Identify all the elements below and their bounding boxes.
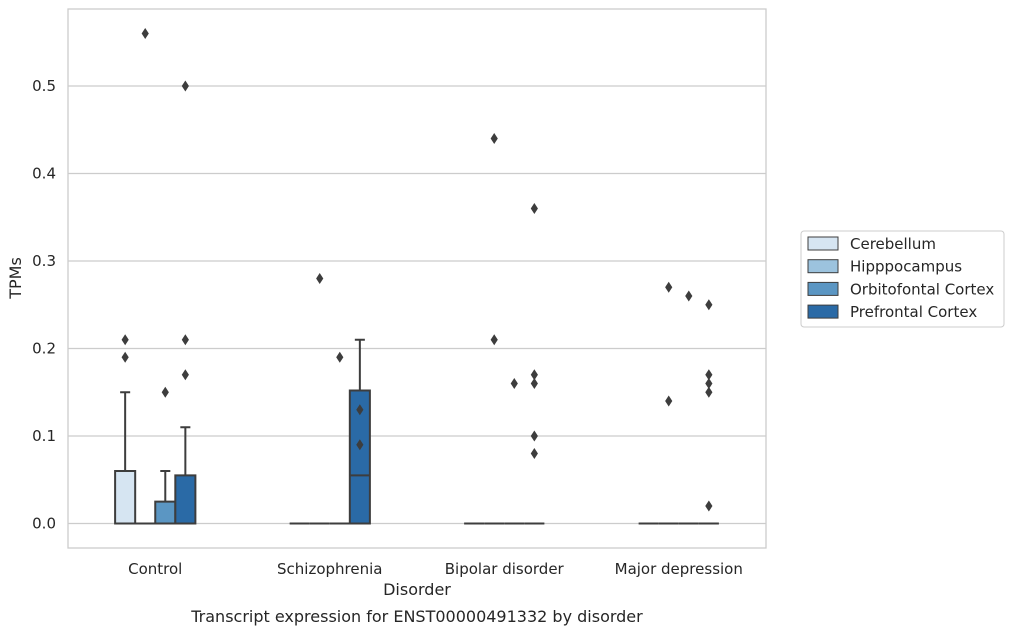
outlier-point — [141, 28, 149, 39]
outlier-point — [121, 351, 129, 363]
outlier-point — [490, 133, 498, 144]
box — [329, 351, 350, 525]
outlier-point — [705, 378, 713, 389]
figure-caption: Transcript expression for ENST0000049133… — [190, 607, 643, 626]
outlier-point — [121, 334, 129, 346]
y-tick-label: 0.1 — [32, 427, 56, 445]
box — [504, 378, 525, 525]
plot-frame — [67, 8, 767, 549]
outlier-point — [530, 203, 538, 214]
box — [658, 281, 679, 525]
legend-swatch — [807, 236, 839, 251]
legend-item: Prefrontal Cortex — [807, 303, 977, 321]
box-iqr — [174, 474, 197, 525]
legend-swatch — [807, 281, 839, 296]
legend-label: Prefrontal Cortex — [850, 303, 977, 321]
y-tick-label: 0.3 — [32, 252, 56, 270]
outlier-point — [356, 404, 364, 416]
y-tick-label: 0.2 — [32, 340, 56, 358]
outlier-point — [705, 369, 713, 381]
legend-label: Orbitofontal Cortex — [850, 280, 994, 298]
box-iqr — [114, 470, 137, 525]
legend-swatch — [807, 259, 839, 274]
outlier-point — [705, 386, 713, 398]
legend-swatch — [807, 304, 839, 319]
x-tick-label: Schizophrenia — [277, 560, 382, 578]
y-axis-title: TPMs — [6, 257, 25, 300]
outlier-point — [316, 273, 324, 284]
plot-area-marks — [114, 28, 719, 525]
legend-item: Cerebellum — [807, 235, 936, 253]
box — [698, 299, 719, 525]
outlier-point — [685, 290, 693, 302]
legend-item: Hipppocampus — [807, 258, 962, 276]
box — [678, 290, 699, 525]
y-tick-label: 0.5 — [32, 77, 56, 95]
legend-item: Orbitofontal Cortex — [807, 280, 994, 298]
x-tick-label: Control — [128, 560, 182, 578]
box-iqr — [348, 389, 371, 525]
outlier-point — [530, 369, 538, 381]
box — [174, 80, 197, 525]
outlier-point — [530, 378, 538, 389]
outlier-point — [705, 500, 713, 512]
box — [154, 386, 177, 525]
outlier-point — [336, 351, 344, 363]
box — [309, 273, 330, 525]
box — [348, 338, 371, 525]
outlier-point — [181, 80, 189, 92]
outlier-point — [356, 439, 364, 451]
legend: Cerebellum Hipppocampus Orbitofontal Corte… — [800, 230, 1005, 328]
outlier-point — [705, 299, 713, 311]
y-tick-label: 0.0 — [32, 515, 56, 533]
box — [484, 133, 505, 525]
outlier-point — [530, 448, 538, 459]
x-tick-label: Bipolar disorder — [445, 560, 565, 578]
box-iqr — [154, 500, 177, 525]
x-tick-label: Major depression — [615, 560, 743, 578]
legend-label: Cerebellum — [850, 235, 936, 253]
x-axis-ticks: Control Schizophrenia Bipolar disorder Majo… — [128, 560, 743, 578]
outlier-point — [161, 386, 169, 398]
outlier-point — [665, 281, 673, 293]
outlier-point — [510, 378, 518, 389]
gridlines — [68, 85, 766, 525]
box — [135, 28, 156, 525]
legend-label: Hipppocampus — [850, 258, 962, 276]
legend-items: Cerebellum Hipppocampus Orbitofontal Corte… — [807, 235, 994, 321]
outlier-point — [181, 334, 189, 346]
legend-frame — [800, 230, 1005, 328]
outlier-point — [530, 430, 538, 442]
x-axis-title: Disorder — [383, 580, 451, 599]
box — [524, 203, 545, 525]
box — [114, 334, 137, 525]
y-tick-label: 0.4 — [32, 165, 56, 183]
outlier-point — [181, 369, 189, 381]
outlier-point — [665, 395, 673, 407]
outlier-point — [490, 334, 498, 346]
y-axis-ticks: 0.0 0.1 0.2 0.3 0.4 0.5 — [32, 77, 56, 533]
